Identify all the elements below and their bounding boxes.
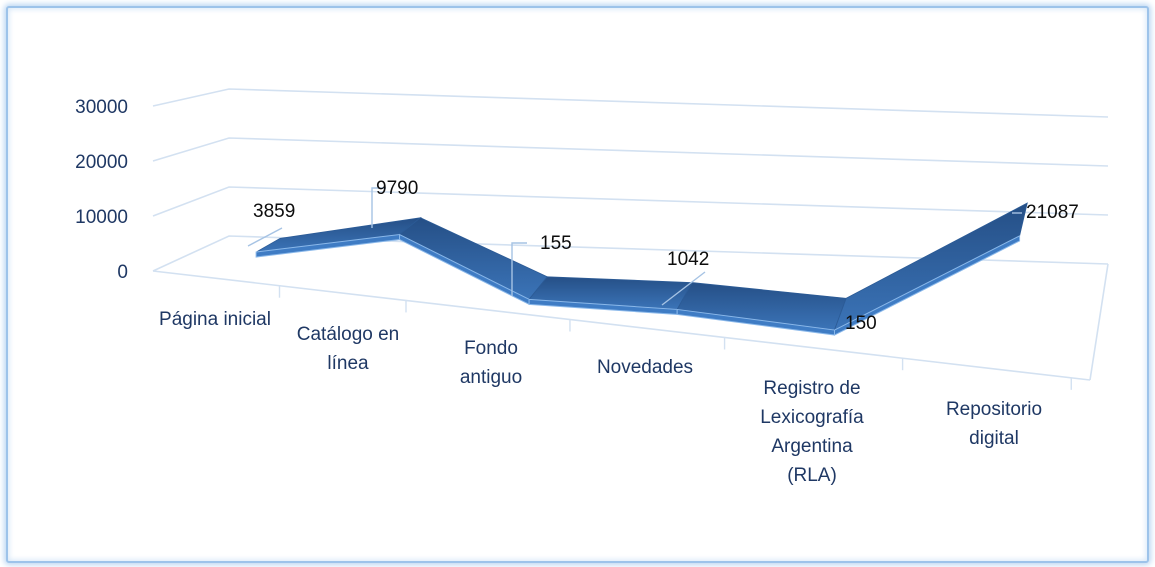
data-label-leader xyxy=(511,242,527,296)
data-label: 9790 xyxy=(376,178,418,199)
ribbon-segment xyxy=(398,217,548,300)
data-label: 1042 xyxy=(667,249,709,270)
x-category-label: Página inicial xyxy=(159,309,271,330)
data-labels: 3859 9790 155 1042 150 21087 xyxy=(247,178,1079,334)
data-label: 3859 xyxy=(253,201,295,222)
gridline xyxy=(152,235,1109,272)
y-axis-tick-labels: 0 10000 20000 30000 xyxy=(75,97,128,283)
x-category-label: Fondo antiguo xyxy=(460,338,522,388)
data-label: 21087 xyxy=(1026,202,1079,223)
x-axis-category-labels: Página inicial Catálogo en línea Fondo antig… xyxy=(159,309,1042,486)
x-category-label: Catálogo en línea xyxy=(297,324,399,374)
line-series xyxy=(255,202,1028,336)
data-label: 150 xyxy=(845,313,877,334)
gridlines xyxy=(152,88,1109,390)
x-category-label: Novedades xyxy=(597,357,693,378)
y-tick-label: 30000 xyxy=(75,97,128,118)
data-label-leader xyxy=(247,227,283,247)
ribbon-front-face xyxy=(833,235,1021,336)
y-tick-label: 0 xyxy=(117,262,128,283)
x-category-label: Repositorio digital xyxy=(946,399,1042,449)
x-category-label: Registro de Lexicografía Argentina (RLA) xyxy=(760,378,864,486)
y-tick-label: 20000 xyxy=(75,152,128,173)
floor-side-edge xyxy=(1089,263,1109,381)
ribbon-segment xyxy=(833,202,1028,331)
gridline xyxy=(152,88,1109,118)
x-axis-line xyxy=(152,270,1091,381)
gridline xyxy=(152,186,1109,217)
y-tick-label: 10000 xyxy=(75,207,128,228)
data-label-leader xyxy=(661,271,706,306)
data-label-leader xyxy=(371,187,386,228)
gridline xyxy=(152,137,1109,167)
data-label: 155 xyxy=(540,233,572,254)
